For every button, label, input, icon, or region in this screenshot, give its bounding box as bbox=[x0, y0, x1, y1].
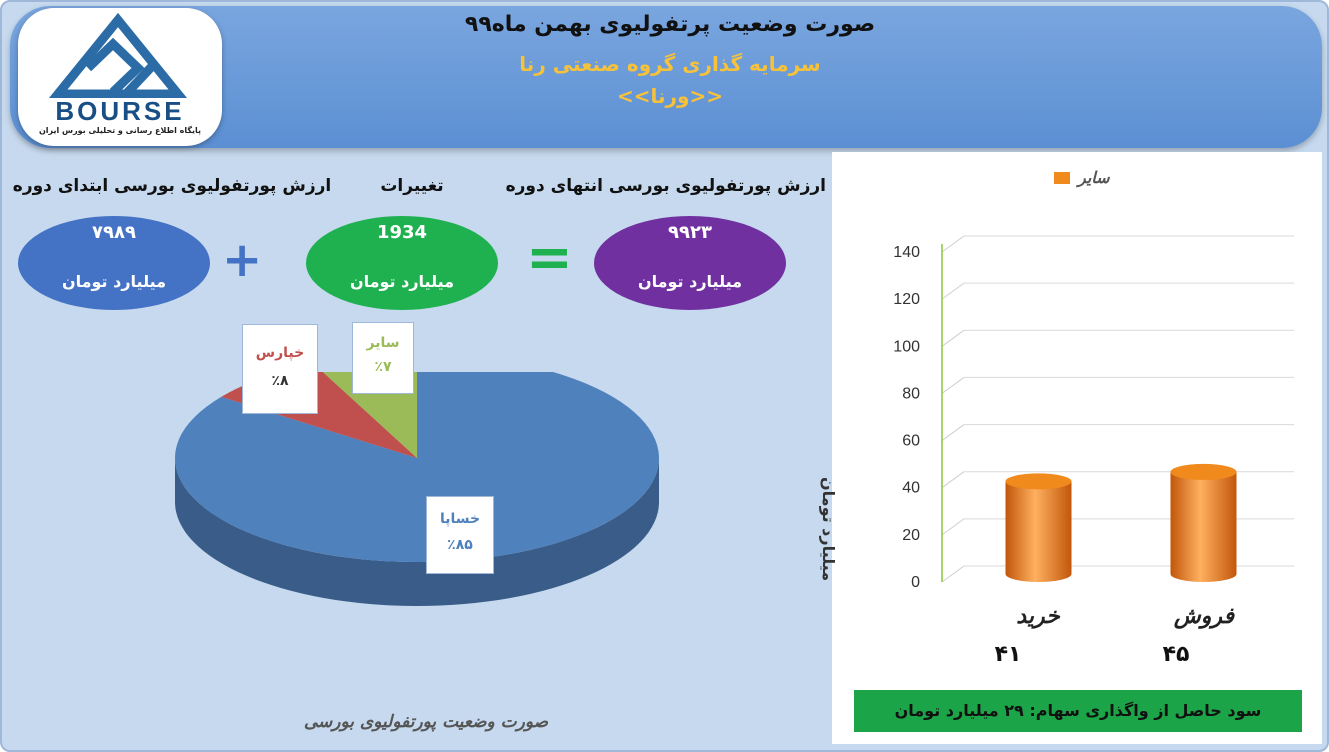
bourse-logo: BOURSE پایگاه اطلاع رسانی و تحلیلی بورس … bbox=[18, 8, 222, 146]
y-tick-label: 40 bbox=[902, 480, 920, 497]
trade-chart-panel: سایر میلیارد تومان 0 20 40 60 80 100 120 140 خر… bbox=[819, 152, 1322, 744]
logo-tagline: پایگاه اطلاع رسانی و تحلیلی بورس ایران bbox=[38, 126, 202, 135]
pie-label-sayer-pct: ٪۷ bbox=[374, 359, 392, 375]
gridline-depth bbox=[941, 518, 965, 536]
end-value: ۹۹۲۳ bbox=[668, 222, 712, 243]
y-tick-label: 100 bbox=[893, 338, 920, 355]
pie-label-khparse-name: خپارس bbox=[255, 345, 305, 361]
category-label-buy: خرید bbox=[1016, 604, 1060, 629]
start-value: ۷۹۸۹ bbox=[92, 222, 136, 243]
y-tick-label: 120 bbox=[893, 291, 920, 308]
portfolio-pie-chart bbox=[175, 372, 659, 606]
start-unit: میلیارد تومان bbox=[61, 272, 167, 291]
bar-0 bbox=[1005, 481, 1072, 582]
end-unit: میلیارد تومان bbox=[637, 272, 743, 291]
value-label-buy: ۴۱ bbox=[994, 642, 1022, 667]
gridline-depth bbox=[941, 235, 965, 253]
start-value-heading: ارزش پورتفولیوی بورسی ابتدای دوره bbox=[12, 176, 332, 196]
ticker-symbol: <<ورنا>> bbox=[617, 84, 723, 108]
legend-swatch bbox=[1054, 172, 1070, 184]
y-tick-label: 80 bbox=[902, 385, 920, 402]
pie-label-sayer-name: سایر bbox=[366, 335, 400, 351]
pie-label-khsapa: خساپا ٪۸۵ bbox=[426, 496, 494, 574]
profit-banner: سود حاصل از واگذاری سهام: ۲۹ میلیارد توم… bbox=[854, 690, 1302, 732]
end-value-oval: ۹۹۲۳ میلیارد تومان bbox=[594, 216, 786, 310]
pie-label-khsapa-name: خساپا bbox=[439, 511, 481, 527]
plus-sign: + bbox=[222, 232, 263, 288]
bar-cap-1 bbox=[1170, 463, 1237, 480]
gridline-depth bbox=[941, 424, 965, 441]
start-value-oval: ۷۹۸۹ میلیارد تومان bbox=[18, 216, 210, 310]
end-value-heading: ارزش پورتفولیوی بورسی انتهای دوره bbox=[505, 176, 826, 196]
y-tick-label: 0 bbox=[911, 574, 920, 591]
change-unit: میلیارد تومان bbox=[349, 272, 455, 291]
category-label-sell: فروش bbox=[1173, 604, 1235, 629]
bar-cap-0 bbox=[1005, 473, 1072, 490]
logo-mark-icon bbox=[48, 12, 188, 99]
company-name: سرمایه گذاری گروه صنعتی رنا bbox=[519, 52, 821, 76]
gridline-depth bbox=[941, 282, 965, 300]
y-tick-label: 140 bbox=[893, 244, 920, 261]
trade-bar-chart: 0 20 40 60 80 100 120 140 bbox=[893, 235, 1294, 591]
y-tick-label: 20 bbox=[902, 527, 920, 544]
header-banner: صورت وضعیت پرتفولیوی بهمن ماه۹۹ سرمایه گ… bbox=[10, 6, 1322, 148]
equals-sign: = bbox=[526, 225, 573, 290]
y-tick-label: 60 bbox=[902, 433, 920, 450]
gridline-depth bbox=[941, 471, 965, 489]
change-oval: 1934 میلیارد تومان bbox=[306, 216, 498, 310]
change-value: 1934 bbox=[376, 222, 428, 243]
pie-slice-0 bbox=[175, 372, 659, 562]
portfolio-summary-panel: ارزش پورتفولیوی بورسی ابتدای دوره تغییرا… bbox=[6, 152, 828, 748]
pie-side-wall bbox=[175, 458, 659, 606]
pie-label-khparse-pct: ٪۸ bbox=[271, 373, 289, 389]
page-title: صورت وضعیت پرتفولیوی بهمن ماه۹۹ bbox=[464, 12, 876, 37]
logo-wordmark: BOURSE bbox=[55, 96, 185, 126]
gridline-depth bbox=[941, 377, 965, 394]
pie-caption: صورت وضعیت پورتفولیوی بورسی bbox=[303, 712, 549, 732]
pie-label-sayer: سایر ٪۷ bbox=[352, 322, 414, 394]
gridline-depth bbox=[941, 565, 965, 583]
pie-label-khparse: خپارس ٪۸ bbox=[242, 324, 318, 414]
pie-label-khsapa-pct: ٪۸۵ bbox=[447, 537, 473, 553]
gridline-depth bbox=[941, 329, 965, 347]
value-label-sell: ۴۵ bbox=[1162, 642, 1190, 667]
change-heading: تغییرات bbox=[380, 176, 444, 196]
bar-1 bbox=[1170, 471, 1237, 582]
legend-label: سایر bbox=[1078, 168, 1110, 187]
